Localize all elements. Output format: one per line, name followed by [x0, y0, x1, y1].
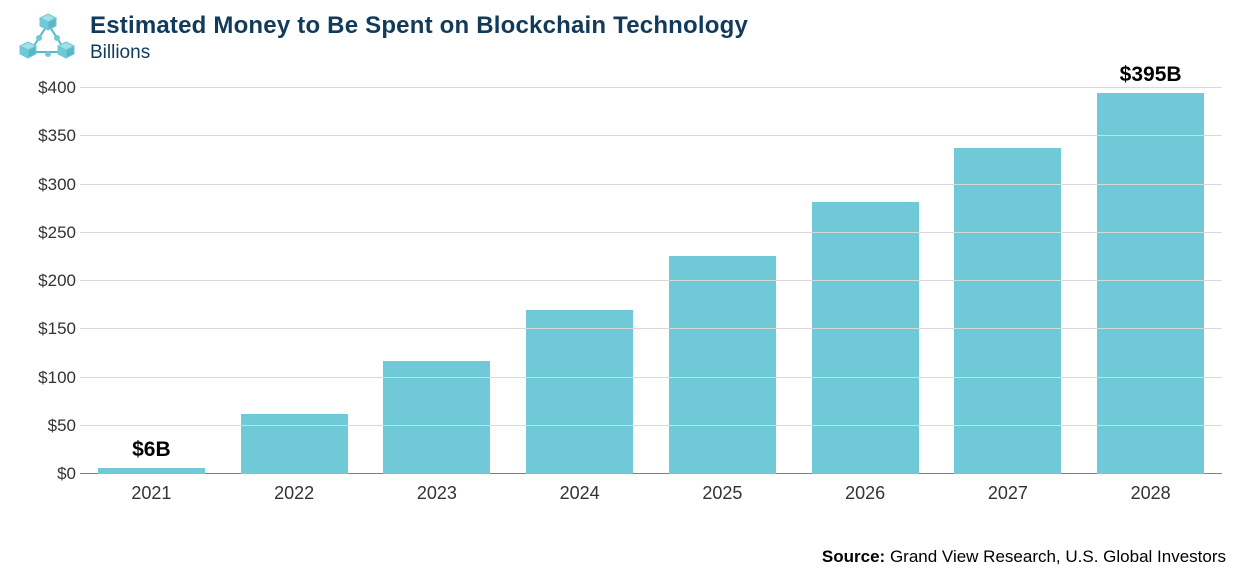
- bar-cell: 2026: [794, 88, 937, 474]
- bar: [526, 310, 633, 474]
- source-citation: Source: Grand View Research, U.S. Global…: [822, 547, 1226, 567]
- bar: [669, 256, 776, 474]
- bar: [241, 414, 348, 474]
- chart-header: Estimated Money to Be Spent on Blockchai…: [18, 12, 748, 64]
- plot-area: 2021$6B2022202320242025202620272028$395B…: [80, 88, 1222, 474]
- x-tick-label: 2028: [1079, 483, 1222, 504]
- bar-callout: $395B: [1120, 63, 1182, 87]
- gridline: [80, 280, 1222, 281]
- y-tick-label: $50: [24, 416, 76, 436]
- source-text: Grand View Research, U.S. Global Investo…: [885, 547, 1226, 566]
- chart-title: Estimated Money to Be Spent on Blockchai…: [90, 12, 748, 40]
- bar: [383, 361, 490, 474]
- bar-cell: 2028$395B: [1079, 88, 1222, 474]
- y-tick-label: $100: [24, 368, 76, 388]
- y-tick-label: $150: [24, 319, 76, 339]
- gridline: [80, 377, 1222, 378]
- y-tick-label: $350: [24, 126, 76, 146]
- x-tick-label: 2022: [223, 483, 366, 504]
- bar-cell: 2023: [366, 88, 509, 474]
- bars-container: 2021$6B2022202320242025202620272028$395B: [80, 88, 1222, 474]
- bar-cell: 2021$6B: [80, 88, 223, 474]
- bar: [812, 202, 919, 474]
- chart-area: 2021$6B2022202320242025202620272028$395B…: [20, 80, 1230, 510]
- x-tick-label: 2027: [937, 483, 1080, 504]
- blockchain-icon: [18, 12, 78, 62]
- gridline: [80, 328, 1222, 329]
- y-tick-label: $0: [24, 464, 76, 484]
- gridline: [80, 135, 1222, 136]
- gridline: [80, 87, 1222, 88]
- bar-cell: 2024: [508, 88, 651, 474]
- chart-subtitle: Billions: [90, 42, 748, 64]
- bar-cell: 2025: [651, 88, 794, 474]
- y-tick-label: $250: [24, 223, 76, 243]
- source-label: Source:: [822, 547, 885, 566]
- gridline: [80, 184, 1222, 185]
- bar-cell: 2022: [223, 88, 366, 474]
- title-block: Estimated Money to Be Spent on Blockchai…: [90, 12, 748, 64]
- x-tick-label: 2026: [794, 483, 937, 504]
- x-tick-label: 2025: [651, 483, 794, 504]
- y-tick-label: $300: [24, 175, 76, 195]
- bar-cell: 2027: [937, 88, 1080, 474]
- bar: [98, 468, 205, 474]
- gridline: [80, 425, 1222, 426]
- x-tick-label: 2023: [366, 483, 509, 504]
- bar: [1097, 93, 1204, 474]
- bar-callout: $6B: [132, 438, 171, 462]
- x-tick-label: 2021: [80, 483, 223, 504]
- x-tick-label: 2024: [508, 483, 651, 504]
- gridline: [80, 232, 1222, 233]
- y-tick-label: $400: [24, 78, 76, 98]
- y-tick-label: $200: [24, 271, 76, 291]
